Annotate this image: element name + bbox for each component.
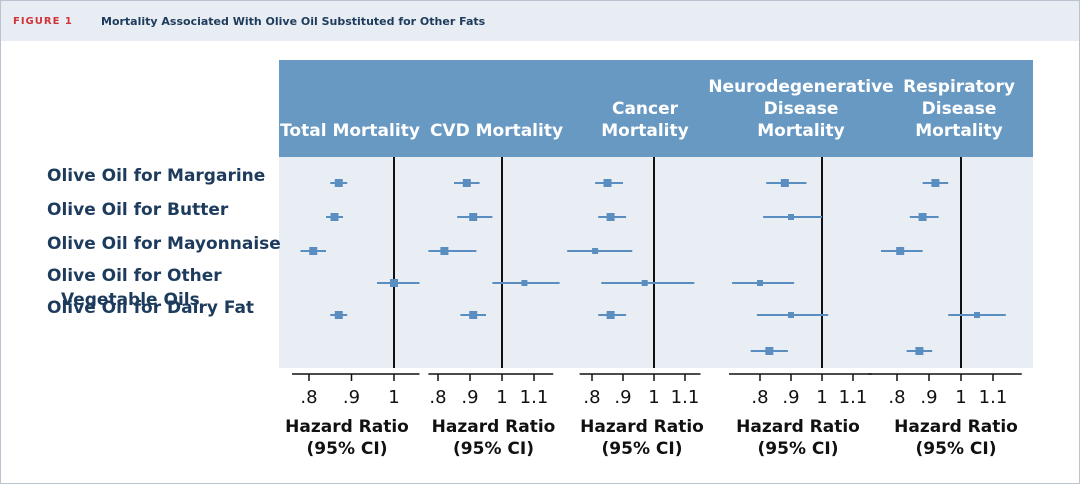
figure-header: FIGURE 1 Mortality Associated With Olive… bbox=[1, 1, 1079, 41]
hr-marker bbox=[641, 280, 648, 286]
row-label: Olive Oil for Butter bbox=[47, 200, 229, 220]
axis-label: (95% CI) bbox=[307, 439, 388, 459]
tick-label: 1.1 bbox=[671, 387, 700, 408]
hr-marker bbox=[469, 311, 478, 319]
hr-marker bbox=[780, 179, 789, 187]
hr-marker bbox=[974, 312, 980, 318]
hr-marker bbox=[896, 247, 905, 255]
row-label: Olive Oil for Mayonnaise bbox=[47, 234, 281, 254]
tick-label: .8 bbox=[888, 387, 905, 408]
hr-marker bbox=[915, 347, 924, 355]
hr-marker bbox=[390, 279, 398, 287]
panel-title: Neurodegenerative bbox=[708, 77, 893, 97]
hr-marker bbox=[330, 213, 339, 221]
hr-marker bbox=[334, 179, 343, 187]
hr-marker bbox=[592, 248, 599, 254]
row-label: Vegetable Oils bbox=[61, 290, 200, 310]
row-label: Olive Oil for Margarine bbox=[47, 166, 265, 186]
panel-title: Mortality bbox=[757, 121, 844, 141]
plot-background bbox=[279, 157, 1033, 368]
axis-label: (95% CI) bbox=[602, 439, 683, 459]
figure-title: Mortality Associated With Olive Oil Subs… bbox=[101, 15, 486, 28]
hr-marker bbox=[788, 214, 794, 220]
hr-marker bbox=[765, 347, 774, 355]
tick-label: 1.1 bbox=[839, 387, 868, 408]
figure-label: FIGURE 1 bbox=[13, 16, 73, 27]
panel-title: Cancer bbox=[612, 99, 679, 119]
axis-label: (95% CI) bbox=[453, 439, 534, 459]
tick-label: .8 bbox=[300, 387, 317, 408]
axis-label: Hazard Ratio bbox=[285, 417, 409, 437]
panel-title: Disease bbox=[764, 99, 839, 119]
axis-label: (95% CI) bbox=[916, 439, 997, 459]
hr-marker bbox=[606, 213, 615, 221]
tick-label: .9 bbox=[782, 387, 799, 408]
tick-label: 1.1 bbox=[979, 387, 1008, 408]
hr-marker bbox=[469, 213, 478, 221]
hr-marker bbox=[462, 179, 471, 187]
hr-marker bbox=[440, 247, 449, 255]
tick-label: 1 bbox=[816, 387, 827, 408]
row-label: Olive Oil for Other bbox=[47, 266, 222, 286]
hr-marker bbox=[603, 179, 612, 187]
tick-label: .9 bbox=[614, 387, 631, 408]
row-label: Olive Oil for Dairy Fat bbox=[47, 298, 254, 318]
axis-label: Hazard Ratio bbox=[580, 417, 704, 437]
hr-marker bbox=[757, 280, 763, 286]
panel-title: Disease bbox=[922, 99, 997, 119]
axis-label: Hazard Ratio bbox=[432, 417, 556, 437]
tick-label: .8 bbox=[429, 387, 446, 408]
tick-label: .9 bbox=[343, 387, 360, 408]
axis-label: Hazard Ratio bbox=[736, 417, 860, 437]
tick-label: 1 bbox=[648, 387, 659, 408]
tick-label: .9 bbox=[920, 387, 937, 408]
tick-label: .9 bbox=[461, 387, 478, 408]
hr-marker bbox=[788, 312, 794, 318]
axis-label: (95% CI) bbox=[758, 439, 839, 459]
tick-label: 1.1 bbox=[520, 387, 549, 408]
panel-title: Mortality bbox=[915, 121, 1002, 141]
hr-marker bbox=[931, 179, 940, 187]
tick-label: 1 bbox=[496, 387, 507, 408]
panel-title: Mortality bbox=[601, 121, 688, 141]
hr-marker bbox=[918, 213, 927, 221]
panel-title: CVD Mortality bbox=[430, 121, 563, 141]
axis-label: Hazard Ratio bbox=[894, 417, 1018, 437]
tick-label: .8 bbox=[751, 387, 768, 408]
panel-title: Total Mortality bbox=[280, 121, 420, 141]
hr-marker bbox=[309, 247, 318, 255]
column-header-band bbox=[279, 60, 1033, 157]
tick-label: 1 bbox=[955, 387, 966, 408]
tick-label: .8 bbox=[583, 387, 600, 408]
hr-marker bbox=[606, 311, 615, 319]
panel-title: Respiratory bbox=[903, 77, 1015, 97]
tick-label: 1 bbox=[388, 387, 399, 408]
hr-marker bbox=[334, 311, 343, 319]
hr-marker bbox=[521, 280, 528, 286]
